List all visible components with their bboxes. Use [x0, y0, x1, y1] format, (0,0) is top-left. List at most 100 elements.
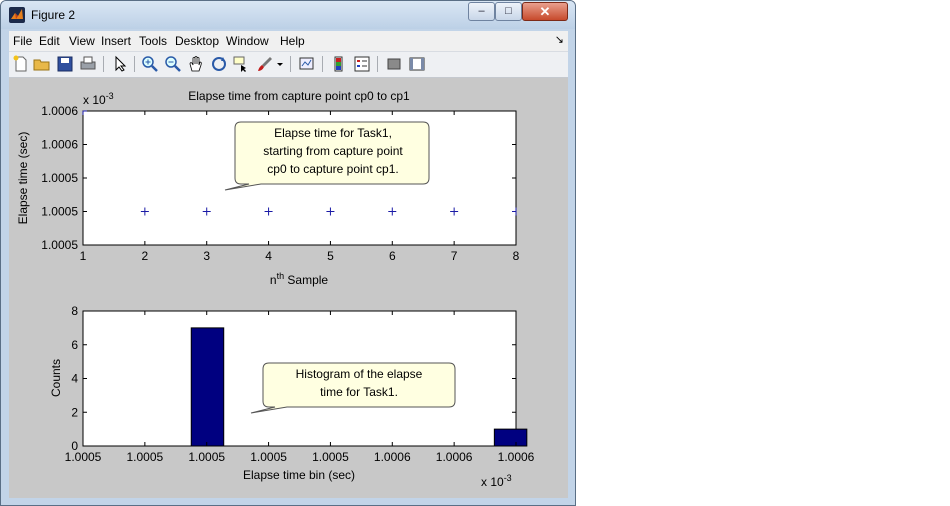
scatter-point [202, 207, 211, 216]
scatter-title: Elapse time from capture point cp0 to cp… [188, 89, 410, 103]
scatter-point [140, 207, 149, 216]
scatter-point [388, 207, 397, 216]
histogram-y-tick-label: 0 [71, 439, 78, 453]
scatter-callout-line: Elapse time for Task1, [274, 126, 392, 140]
scatter-point [450, 207, 459, 216]
histogram-x-tick-label: 1.0006 [436, 450, 473, 464]
histogram-x-tick-label: 1.0005 [65, 450, 102, 464]
histogram-callout[interactable]: Histogram of the elapse time for Task1. [250, 362, 456, 414]
pan-hand-icon[interactable] [187, 55, 205, 73]
menu-desktop[interactable]: Desktop [175, 34, 220, 48]
rotate-3d-icon[interactable] [210, 55, 228, 73]
figure-toolbar [9, 51, 568, 78]
histogram-callout-bubble [250, 362, 456, 414]
scatter-x-tick-label: 8 [513, 249, 520, 263]
legend-icon[interactable] [353, 55, 371, 73]
scatter-callout-line: starting from capture point [263, 144, 403, 158]
scatter-axes[interactable]: Elapse time from capture point cp0 to cp… [16, 89, 520, 287]
close-button[interactable]: ✕ [522, 2, 568, 21]
link-plot-icon[interactable] [298, 55, 316, 73]
figure-window: Figure 2 – □ ✕ File Edit View Insert Too… [0, 0, 576, 506]
histogram-exponent-label: x 10-3 [481, 473, 512, 489]
scatter-callout-bubble [224, 121, 430, 191]
zoom-out-icon[interactable] [164, 55, 182, 73]
scatter-points [82, 110, 517, 216]
histogram-y-ticks: 0 2 4 6 8 [71, 304, 516, 453]
figure-canvas: Elapse time from capture point cp0 to cp… [9, 78, 568, 498]
toolbar-separator [322, 56, 323, 72]
menu-tools[interactable]: Tools [139, 34, 168, 48]
scatter-y-tick-label: 1.0006 [41, 104, 78, 118]
zoom-in-icon[interactable] [141, 55, 159, 73]
scatter-x-tick-label: 3 [203, 249, 210, 263]
scatter-y-label: Elapse time (sec) [16, 132, 30, 225]
histogram-x-tick-label: 1.0006 [498, 450, 535, 464]
menu-insert[interactable]: Insert [101, 34, 132, 48]
histogram-callout-line: time for Task1. [320, 385, 398, 399]
title-bar[interactable]: Figure 2 – □ ✕ [1, 1, 575, 29]
show-plot-tools-icon[interactable] [408, 55, 426, 73]
hide-plot-tools-icon[interactable] [385, 55, 403, 73]
histogram-axes[interactable]: 1.0005 1.0005 1.0005 1.0005 1.0005 1.0006 1.00… [49, 304, 535, 489]
scatter-x-tick-label: 5 [327, 249, 334, 263]
minimize-button[interactable]: – [468, 2, 495, 21]
window-title: Figure 2 [31, 8, 76, 22]
histogram-x-ticks: 1.0005 1.0005 1.0005 1.0005 1.0005 1.0006 1.00… [65, 311, 535, 464]
brush-icon[interactable] [256, 55, 274, 73]
toolbar-separator [290, 56, 291, 72]
menu-file[interactable]: File [13, 34, 33, 48]
open-file-icon[interactable] [33, 55, 51, 73]
toolbar-separator [103, 56, 104, 72]
histogram-x-tick-label: 1.0006 [374, 450, 411, 464]
histogram-x-tick-label: 1.0005 [127, 450, 164, 464]
menu-window[interactable]: Window [226, 34, 269, 48]
scatter-y-tick-label: 1.0006 [41, 138, 78, 152]
pointer-icon[interactable] [111, 55, 129, 73]
scatter-x-tick-label: 6 [389, 249, 396, 263]
new-figure-icon[interactable] [12, 55, 30, 73]
data-cursor-icon[interactable] [233, 55, 251, 73]
histogram-y-tick-label: 4 [71, 372, 78, 386]
histogram-y-tick-label: 2 [71, 405, 78, 419]
menu-bar: File Edit View Insert Tools Desktop Wind… [9, 31, 568, 51]
colorbar-icon[interactable] [330, 55, 348, 73]
scatter-callout-line: cp0 to capture point cp1. [267, 162, 398, 176]
histogram-y-tick-label: 6 [71, 338, 78, 352]
scatter-y-tick-label: 1.0005 [41, 171, 78, 185]
histogram-x-tick-label: 1.0005 [188, 450, 225, 464]
histogram-x-label: Elapse time bin (sec) [243, 468, 355, 482]
scatter-y-ticks: 1.0006 1.0006 1.0005 1.0005 1.0005 [41, 104, 516, 252]
scatter-y-tick-label: 1.0005 [41, 205, 78, 219]
menu-view[interactable]: View [69, 34, 95, 48]
scatter-x-tick-label: 2 [142, 249, 149, 263]
toolbar-separator [134, 56, 135, 72]
scatter-callout[interactable]: Elapse time for Task1, starting from cap… [224, 121, 430, 191]
maximize-button[interactable]: □ [495, 2, 522, 21]
scatter-point [264, 207, 273, 216]
menu-edit[interactable]: Edit [39, 34, 60, 48]
histogram-x-tick-label: 1.0005 [312, 450, 349, 464]
scatter-x-tick-label: 7 [451, 249, 458, 263]
toolbar-separator [377, 56, 378, 72]
scatter-x-tick-label: 1 [80, 249, 87, 263]
histogram-y-label: Counts [49, 359, 63, 397]
print-icon[interactable] [79, 55, 97, 73]
menu-help[interactable]: Help [280, 34, 305, 48]
scatter-point [512, 207, 517, 216]
scatter-x-ticks: 1 2 3 4 5 6 7 8 [80, 111, 520, 263]
matlab-icon [9, 7, 25, 23]
scatter-point [82, 110, 87, 115]
histogram-y-tick-label: 8 [71, 304, 78, 318]
plot-area: Elapse time from capture point cp0 to cp… [16, 89, 535, 489]
scatter-point [326, 207, 335, 216]
histogram-bar [190, 327, 225, 447]
histogram-x-tick-label: 1.0005 [250, 450, 287, 464]
menu-overflow-icon[interactable]: ↘ [554, 34, 564, 46]
histogram-bars [190, 327, 528, 447]
scatter-y-tick-label: 1.0005 [41, 238, 78, 252]
brush-dropdown-icon[interactable] [275, 55, 285, 73]
histogram-callout-line: Histogram of the elapse [296, 367, 423, 381]
histogram-bar [493, 428, 528, 447]
save-icon[interactable] [56, 55, 74, 73]
scatter-x-label: nth Sample [270, 271, 329, 287]
